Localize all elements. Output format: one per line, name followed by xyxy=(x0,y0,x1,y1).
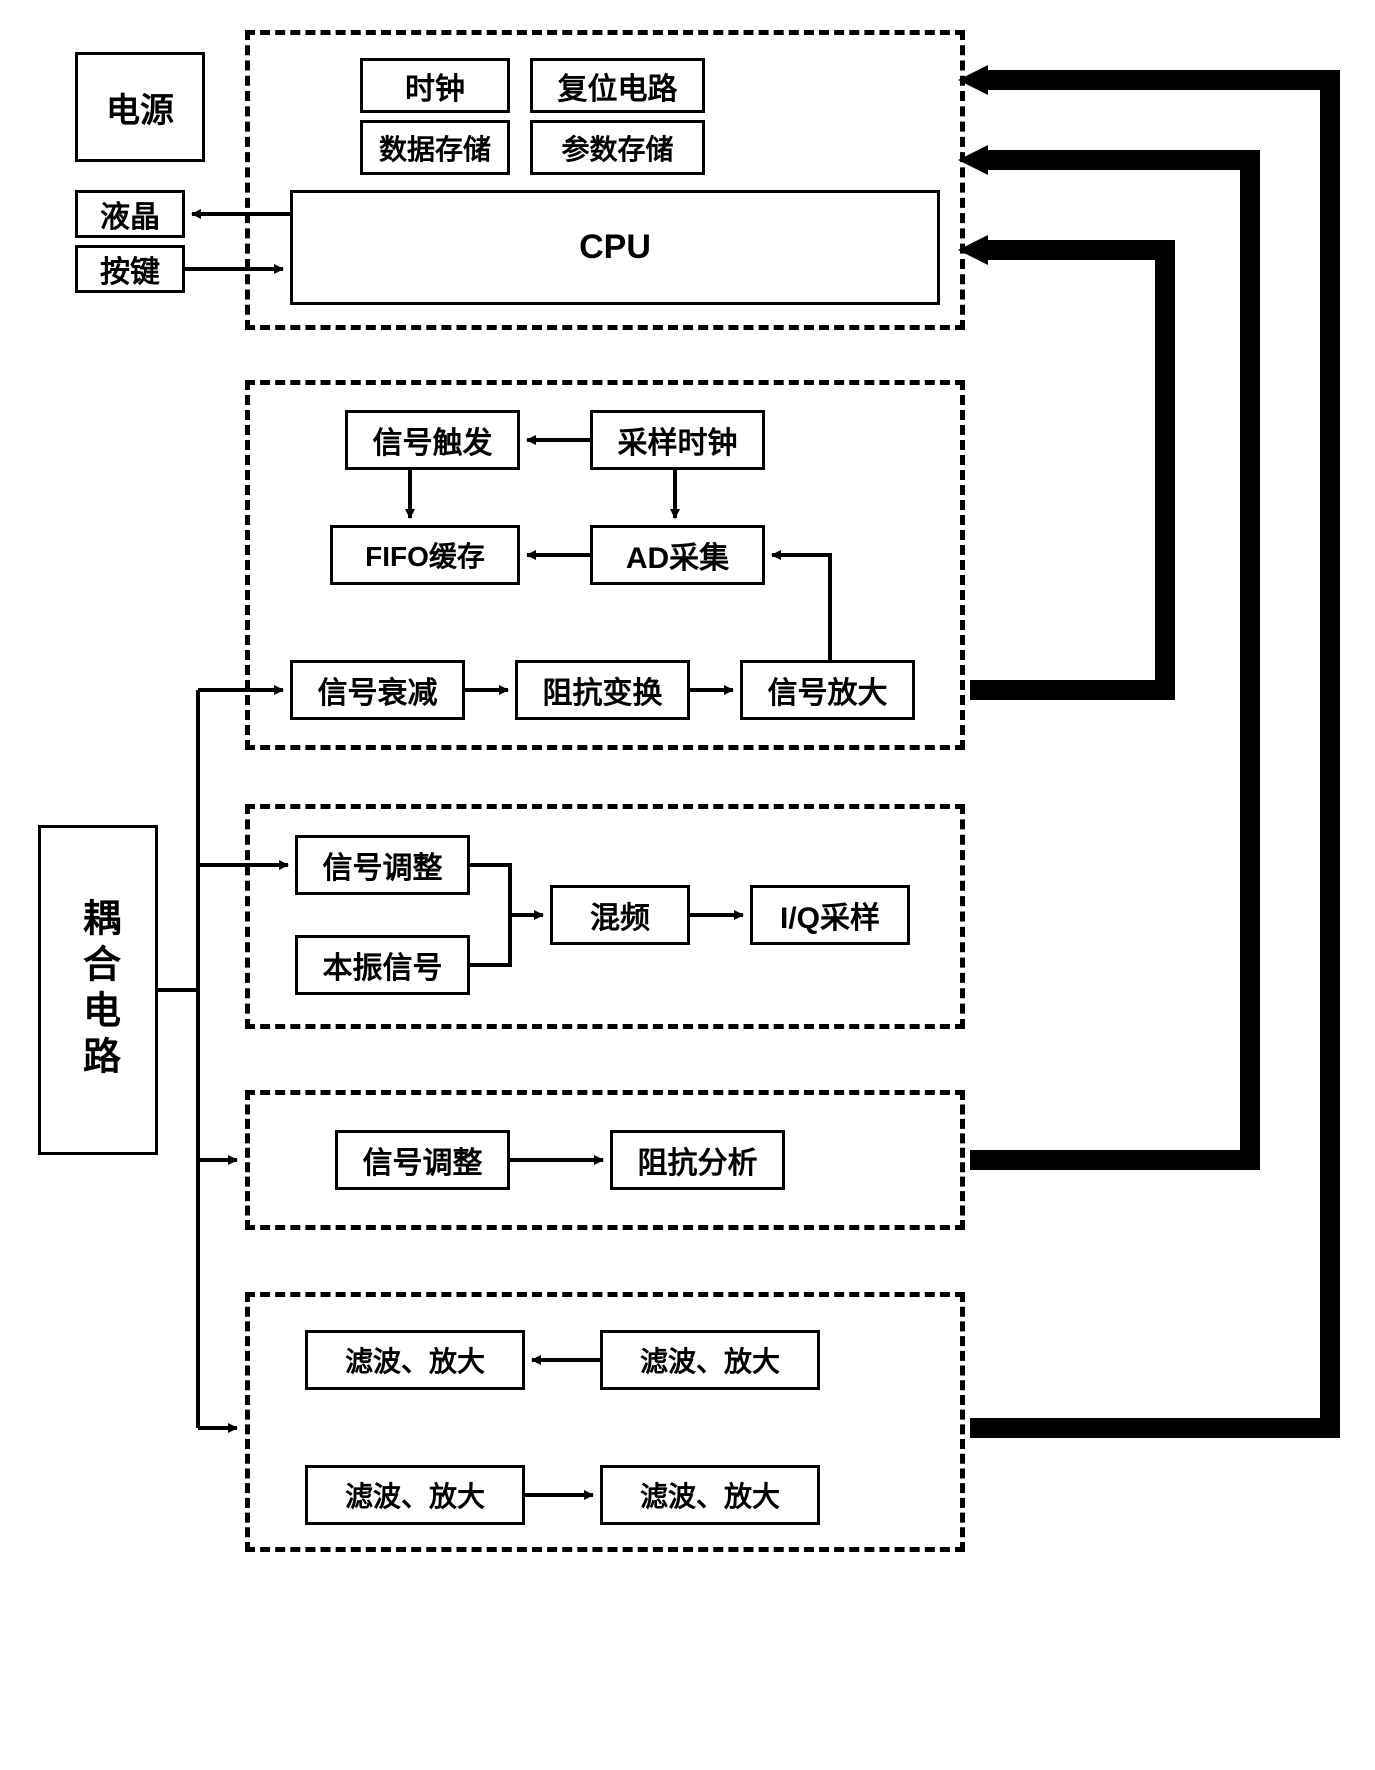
reset-box: 复位电路 xyxy=(530,58,705,113)
fa1-label: 滤波、放大 xyxy=(345,1340,485,1380)
clock-box: 时钟 xyxy=(360,58,510,113)
coupling-box: 耦合电路 xyxy=(38,825,158,1155)
amp-label: 信号放大 xyxy=(768,668,888,712)
lcd-box: 液晶 xyxy=(75,190,185,238)
data-store-box: 数据存储 xyxy=(360,120,510,175)
power-box: 电源 xyxy=(75,52,205,162)
fa2-label: 滤波、放大 xyxy=(640,1340,780,1380)
ad-box: AD采集 xyxy=(590,525,765,585)
param-store-box: 参数存储 xyxy=(530,120,705,175)
amp-box: 信号放大 xyxy=(740,660,915,720)
adjust4-label: 信号调整 xyxy=(363,1138,483,1182)
atten-label: 信号衰减 xyxy=(318,668,438,712)
cpu-label: CPU xyxy=(579,228,651,267)
trigger-box: 信号触发 xyxy=(345,410,520,470)
reset-label: 复位电路 xyxy=(558,64,678,108)
atten-box: 信号衰减 xyxy=(290,660,465,720)
fa2-box: 滤波、放大 xyxy=(600,1330,820,1390)
adjust3-box: 信号调整 xyxy=(295,835,470,895)
adjust4-box: 信号调整 xyxy=(335,1130,510,1190)
lo-label: 本振信号 xyxy=(323,943,443,987)
impedance-label: 阻抗变换 xyxy=(543,668,663,712)
param-store-label: 参数存储 xyxy=(561,128,673,168)
adjust3-label: 信号调整 xyxy=(323,843,443,887)
diagram-canvas: 电源 液晶 按键 耦合电路 时钟 复位电路 数据存储 参数存储 CPU 信号触发… xyxy=(20,20,1355,1750)
fifo-box: FIFO缓存 xyxy=(330,525,520,585)
iq-box: I/Q采样 xyxy=(750,885,910,945)
keys-label: 按键 xyxy=(100,247,160,291)
lcd-label: 液晶 xyxy=(100,192,160,236)
coupling-label: 耦合电路 xyxy=(71,898,126,1082)
sample-clock-box: 采样时钟 xyxy=(590,410,765,470)
imp-analysis-box: 阻抗分析 xyxy=(610,1130,785,1190)
fa3-label: 滤波、放大 xyxy=(345,1475,485,1515)
cpu-box: CPU xyxy=(290,190,940,305)
power-label: 电源 xyxy=(106,83,174,132)
trigger-label: 信号触发 xyxy=(373,418,493,462)
fa1-box: 滤波、放大 xyxy=(305,1330,525,1390)
iq-label: I/Q采样 xyxy=(780,893,880,937)
lo-box: 本振信号 xyxy=(295,935,470,995)
clock-label: 时钟 xyxy=(405,64,465,108)
fifo-label: FIFO缓存 xyxy=(365,535,485,575)
imp-analysis-label: 阻抗分析 xyxy=(638,1138,758,1182)
fa4-box: 滤波、放大 xyxy=(600,1465,820,1525)
mix-label: 混频 xyxy=(590,893,650,937)
mix-box: 混频 xyxy=(550,885,690,945)
ad-label: AD采集 xyxy=(626,533,729,577)
fa3-box: 滤波、放大 xyxy=(305,1465,525,1525)
keys-box: 按键 xyxy=(75,245,185,293)
fa4-label: 滤波、放大 xyxy=(640,1475,780,1515)
sample-clock-label: 采样时钟 xyxy=(618,418,738,462)
data-store-label: 数据存储 xyxy=(379,128,491,168)
impedance-box: 阻抗变换 xyxy=(515,660,690,720)
